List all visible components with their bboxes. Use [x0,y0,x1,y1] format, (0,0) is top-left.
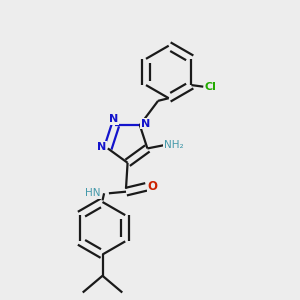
Text: NH₂: NH₂ [164,140,183,150]
Text: N: N [109,114,119,124]
Text: N: N [97,142,106,152]
Text: N: N [141,118,150,129]
Text: HN: HN [85,188,100,198]
Text: O: O [148,180,158,194]
Text: Cl: Cl [205,82,217,92]
